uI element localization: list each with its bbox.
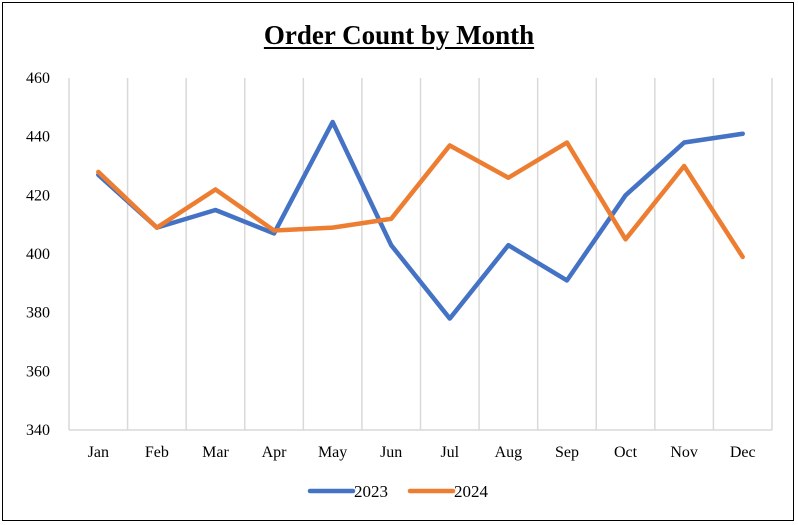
y-tick-label: 440 — [26, 129, 50, 146]
x-tick-label: Jul — [440, 444, 459, 461]
x-tick-label: Dec — [730, 444, 756, 461]
x-tick-label: Oct — [614, 444, 638, 461]
legend-label: 2023 — [354, 482, 388, 501]
y-tick-label: 360 — [26, 363, 50, 380]
series-line-2024 — [96, 140, 745, 260]
series-lines — [96, 119, 745, 321]
x-tick-label: Mar — [202, 444, 229, 461]
x-tick-label: Nov — [670, 444, 698, 461]
y-tick-label: 460 — [26, 70, 50, 87]
x-tick-label: May — [318, 444, 347, 461]
x-tick-label: Apr — [262, 444, 288, 461]
x-tick-label: Jan — [88, 444, 109, 461]
y-tick-label: 380 — [26, 305, 50, 322]
grid-lines — [68, 78, 773, 431]
legend-label: 2024 — [454, 482, 489, 501]
x-tick-label: Feb — [145, 444, 169, 461]
y-tick-label: 400 — [26, 246, 50, 263]
y-axis-ticks: 340 360 380 400 420 440 460 — [26, 70, 50, 439]
x-tick-label: Jun — [380, 444, 402, 461]
x-tick-label: Aug — [495, 444, 523, 461]
x-axis-ticks: Jan Feb Mar Apr May Jun Jul Aug Sep Oct Nov Dec — [88, 444, 756, 461]
y-tick-label: 340 — [26, 422, 50, 439]
x-tick-label: Sep — [555, 444, 579, 461]
legend: 2023 2024 — [307, 482, 489, 501]
series-line-2023 — [96, 119, 745, 321]
y-tick-label: 420 — [26, 187, 50, 204]
chart-title: Order Count by Month — [263, 20, 535, 50]
